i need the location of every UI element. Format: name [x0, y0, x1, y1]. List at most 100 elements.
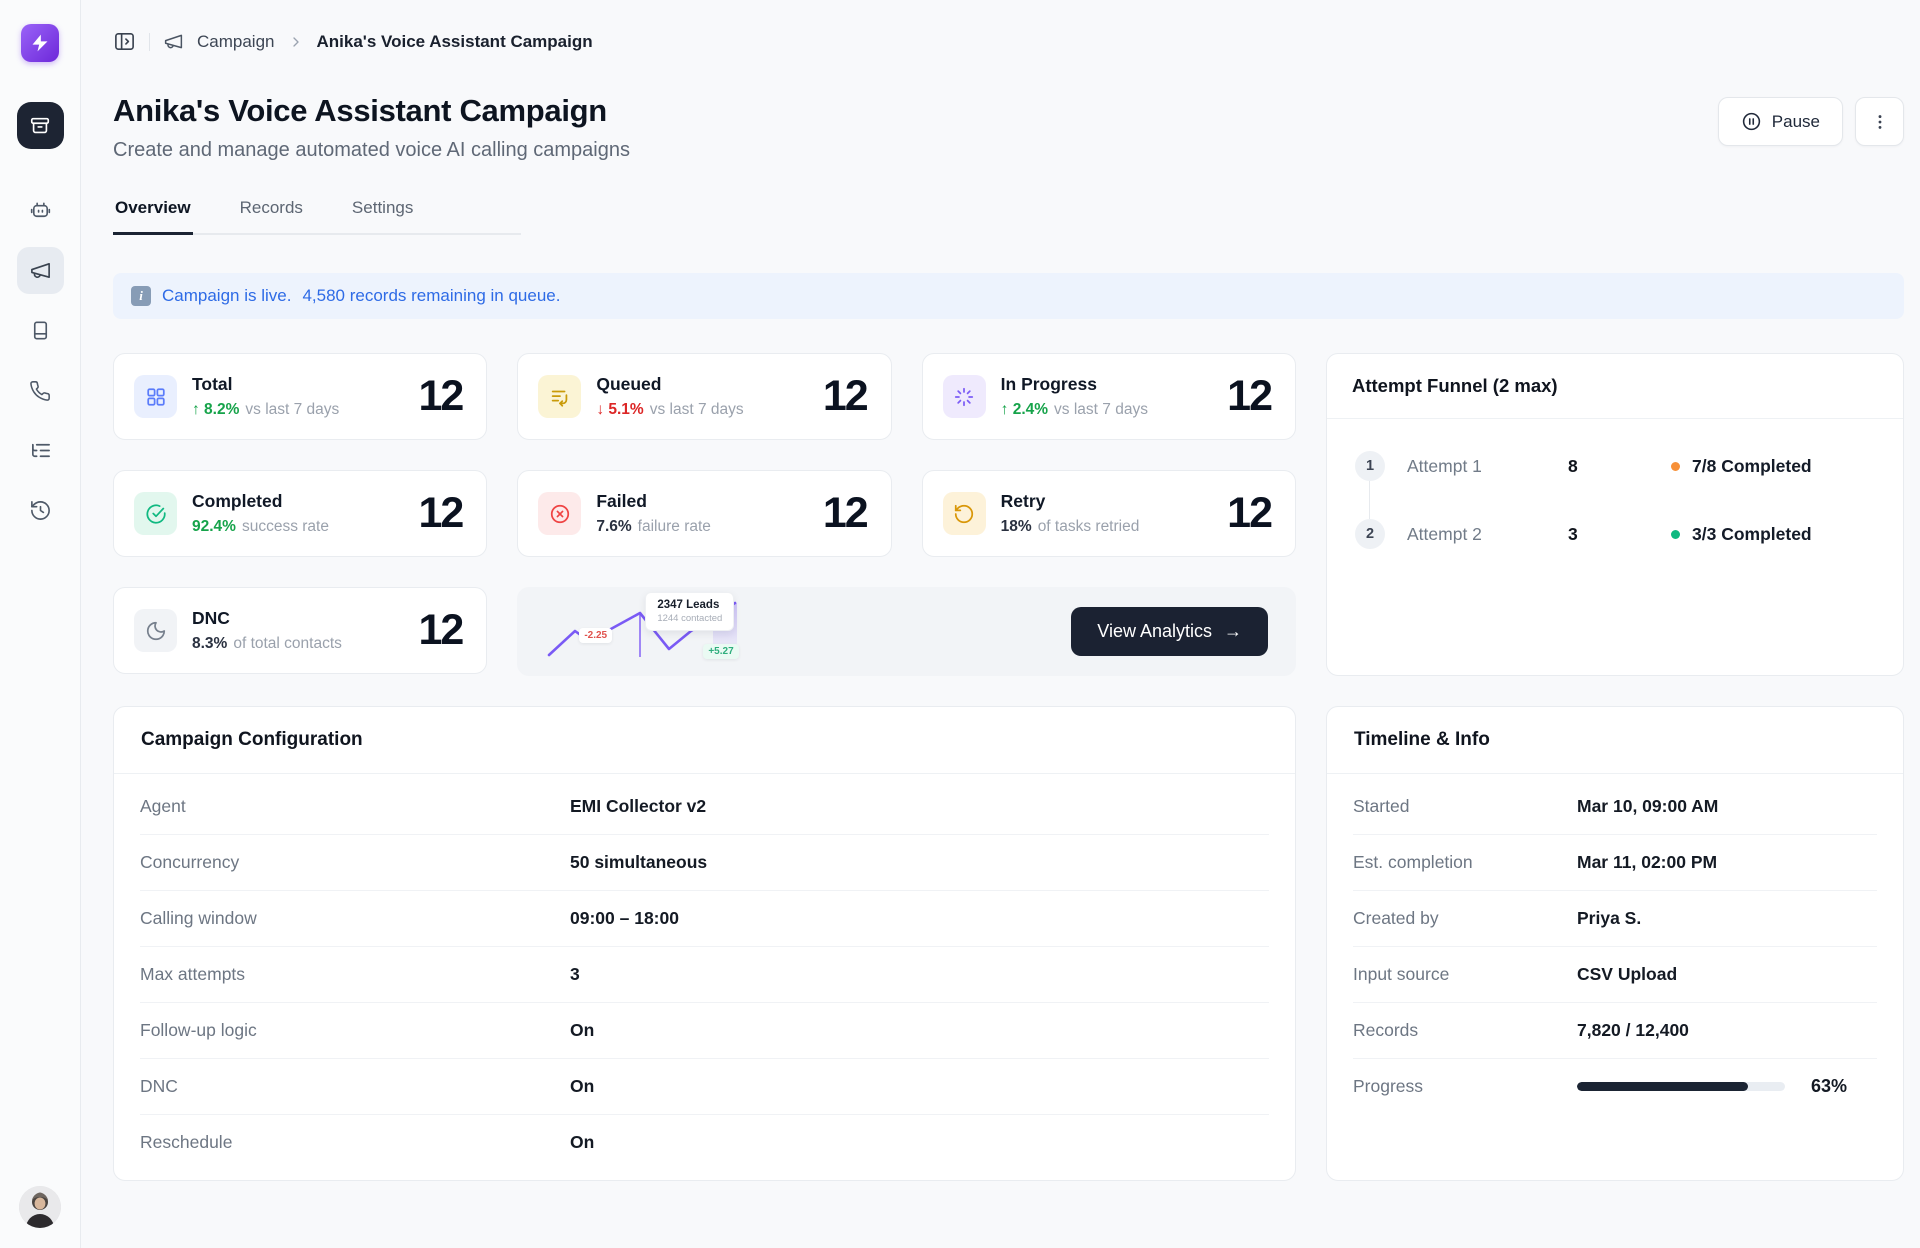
bot-icon	[30, 202, 50, 218]
breadcrumb-current: Anika's Voice Assistant Campaign	[316, 31, 593, 51]
chevron-right-icon	[292, 36, 299, 47]
row-value: Mar 10, 09:00 AM	[1577, 795, 1719, 816]
row-label: Created by	[1353, 908, 1439, 928]
row-value: Mar 11, 02:00 PM	[1577, 852, 1718, 872]
stat-delta: ↑ 8.2%	[192, 401, 240, 418]
progress-bar	[1577, 1082, 1785, 1091]
funnel-attempt-label: Attempt 1	[1407, 455, 1482, 476]
row-value: 7,820 / 12,400	[1577, 1020, 1689, 1040]
sidebar-item-knowledge[interactable]	[17, 307, 64, 354]
sparkline-chart: 2347 Leads 1244 contacted -2.25 +5.27	[545, 587, 767, 676]
breadcrumb-section[interactable]: Campaign	[197, 31, 275, 51]
status-banner: i Campaign is live. 4,580 records remain…	[113, 273, 1904, 319]
progress-row: Progress 63%	[1353, 1058, 1877, 1114]
attempt-funnel-card: Attempt Funnel (2 max) 1 Attempt 1 8 7/8…	[1326, 353, 1904, 676]
stat-delta: 8.3%	[192, 635, 228, 652]
sidebar-item-workflows[interactable]	[17, 427, 64, 474]
stat-suffix: failure rate	[637, 518, 711, 535]
row-value: On	[570, 1132, 595, 1152]
stat-card-retry: Retry 18% of tasks retried 12	[921, 470, 1296, 557]
funnel-attempt-count: 3	[1568, 523, 1578, 544]
user-avatar[interactable]	[19, 1186, 61, 1228]
funnel-attempt-count: 8	[1568, 455, 1578, 476]
stat-value: 12	[822, 372, 869, 420]
tab-bar: Overview Records Settings	[113, 192, 521, 235]
stat-card-total: Total ↑ 8.2% vs last 7 days 12	[113, 353, 488, 440]
view-analytics-label: View Analytics	[1097, 621, 1212, 641]
megaphone-icon	[30, 262, 50, 279]
sparkline-tooltip: 2347 Leads 1244 contacted	[645, 592, 735, 631]
progress-bar-fill	[1577, 1082, 1748, 1091]
list-tree-icon	[31, 443, 50, 458]
stat-delta: 18%	[1000, 518, 1032, 535]
archive-icon	[30, 117, 50, 133]
stat-subtext: ↓ 5.1% vs last 7 days	[596, 401, 743, 419]
funnel-status-dot	[1671, 461, 1680, 471]
row-label: Follow-up logic	[140, 1020, 257, 1040]
sidebar-item-calls[interactable]	[17, 367, 64, 414]
row-value: 50 simultaneous	[570, 852, 708, 872]
panel-toggle-icon[interactable]	[113, 30, 136, 53]
sidebar-item-history[interactable]	[17, 487, 64, 534]
tooltip-title: 2347 Leads	[657, 599, 720, 611]
timeline-title: Timeline & Info	[1327, 707, 1903, 774]
more-options-button[interactable]	[1855, 97, 1904, 146]
row-label: Concurrency	[140, 852, 240, 872]
sparkline-badge-positive: +5.27	[703, 644, 739, 659]
kebab-menu-icon	[1878, 114, 1881, 129]
sidebar-item-agents[interactable]	[17, 187, 64, 234]
sidebar-item-campaigns[interactable]	[16, 247, 64, 294]
stat-subtext: 92.4% success rate	[192, 518, 329, 536]
stat-card-dnc: DNC 8.3% of total contacts 12	[113, 587, 488, 674]
view-analytics-button[interactable]: View Analytics →	[1071, 607, 1268, 656]
stat-value: 12	[1227, 489, 1273, 537]
rotate-ccw-icon	[942, 492, 986, 535]
sidebar-item-archive[interactable]	[16, 102, 64, 149]
breadcrumb: Campaign Anika's Voice Assistant Campaig…	[113, 30, 1904, 53]
stat-card-completed: Completed 92.4% success rate 12	[113, 470, 488, 557]
megaphone-icon	[164, 34, 183, 49]
tab-settings[interactable]: Settings	[351, 198, 414, 217]
row-label: Records	[1353, 1020, 1419, 1040]
stat-suffix: success rate	[241, 518, 329, 535]
config-row-dnc: DNC On	[140, 1058, 1269, 1114]
config-row-agent: Agent EMI Collector v2	[140, 778, 1269, 834]
pause-button[interactable]: Pause	[1717, 97, 1843, 146]
stat-delta: ↑ 2.4%	[1000, 401, 1049, 418]
stat-label: Total	[192, 374, 233, 394]
main-content: Campaign Anika's Voice Assistant Campaig…	[81, 0, 1920, 1181]
row-label: Max attempts	[140, 964, 246, 984]
config-row-follow-up-logic: Follow-up logic On	[140, 1002, 1269, 1058]
stats-grid: Total ↑ 8.2% vs last 7 days 12 Queued ↓ …	[113, 353, 1296, 676]
row-label: Calling window	[140, 908, 257, 928]
config-row-reschedule: Reschedule On	[140, 1114, 1269, 1170]
tooltip-subtitle: 1244 contacted	[657, 613, 723, 624]
page-subtitle: Create and manage automated voice AI cal…	[113, 139, 630, 161]
funnel-status-text: 3/3 Completed	[1692, 523, 1812, 544]
row-value: Priya S.	[1577, 908, 1642, 928]
tab-overview[interactable]: Overview	[113, 192, 193, 235]
stat-delta: ↓ 5.1%	[596, 401, 644, 418]
stat-value: 12	[418, 606, 464, 654]
stat-label: In Progress	[1000, 374, 1097, 394]
info-icon: i	[131, 286, 151, 306]
app-logo[interactable]	[21, 24, 59, 62]
analytics-strip: 2347 Leads 1244 contacted -2.25 +5.27 Vi…	[517, 587, 1296, 676]
stat-suffix: of tasks retried	[1037, 518, 1140, 535]
stat-suffix: vs last 7 days	[245, 401, 340, 418]
stat-label: Completed	[192, 491, 283, 511]
funnel-connector-line	[1369, 481, 1370, 519]
row-value: 3	[570, 964, 580, 984]
funnel-step-number: 2	[1355, 519, 1385, 549]
tab-records[interactable]: Records	[239, 198, 303, 217]
stat-card-failed: Failed 7.6% failure rate 12	[517, 470, 892, 557]
sparkline-badge-negative: -2.25	[579, 628, 613, 643]
history-icon	[30, 501, 50, 520]
progress-percent: 63%	[1811, 1076, 1848, 1096]
config-rows: Agent EMI Collector v2 Concurrency 50 si…	[114, 774, 1295, 1180]
row-label: DNC	[140, 1076, 178, 1096]
stat-suffix: vs last 7 days	[649, 401, 744, 418]
row-value: On	[570, 1076, 595, 1096]
row-label: Reschedule	[140, 1132, 233, 1152]
sidebar	[0, 0, 81, 1248]
